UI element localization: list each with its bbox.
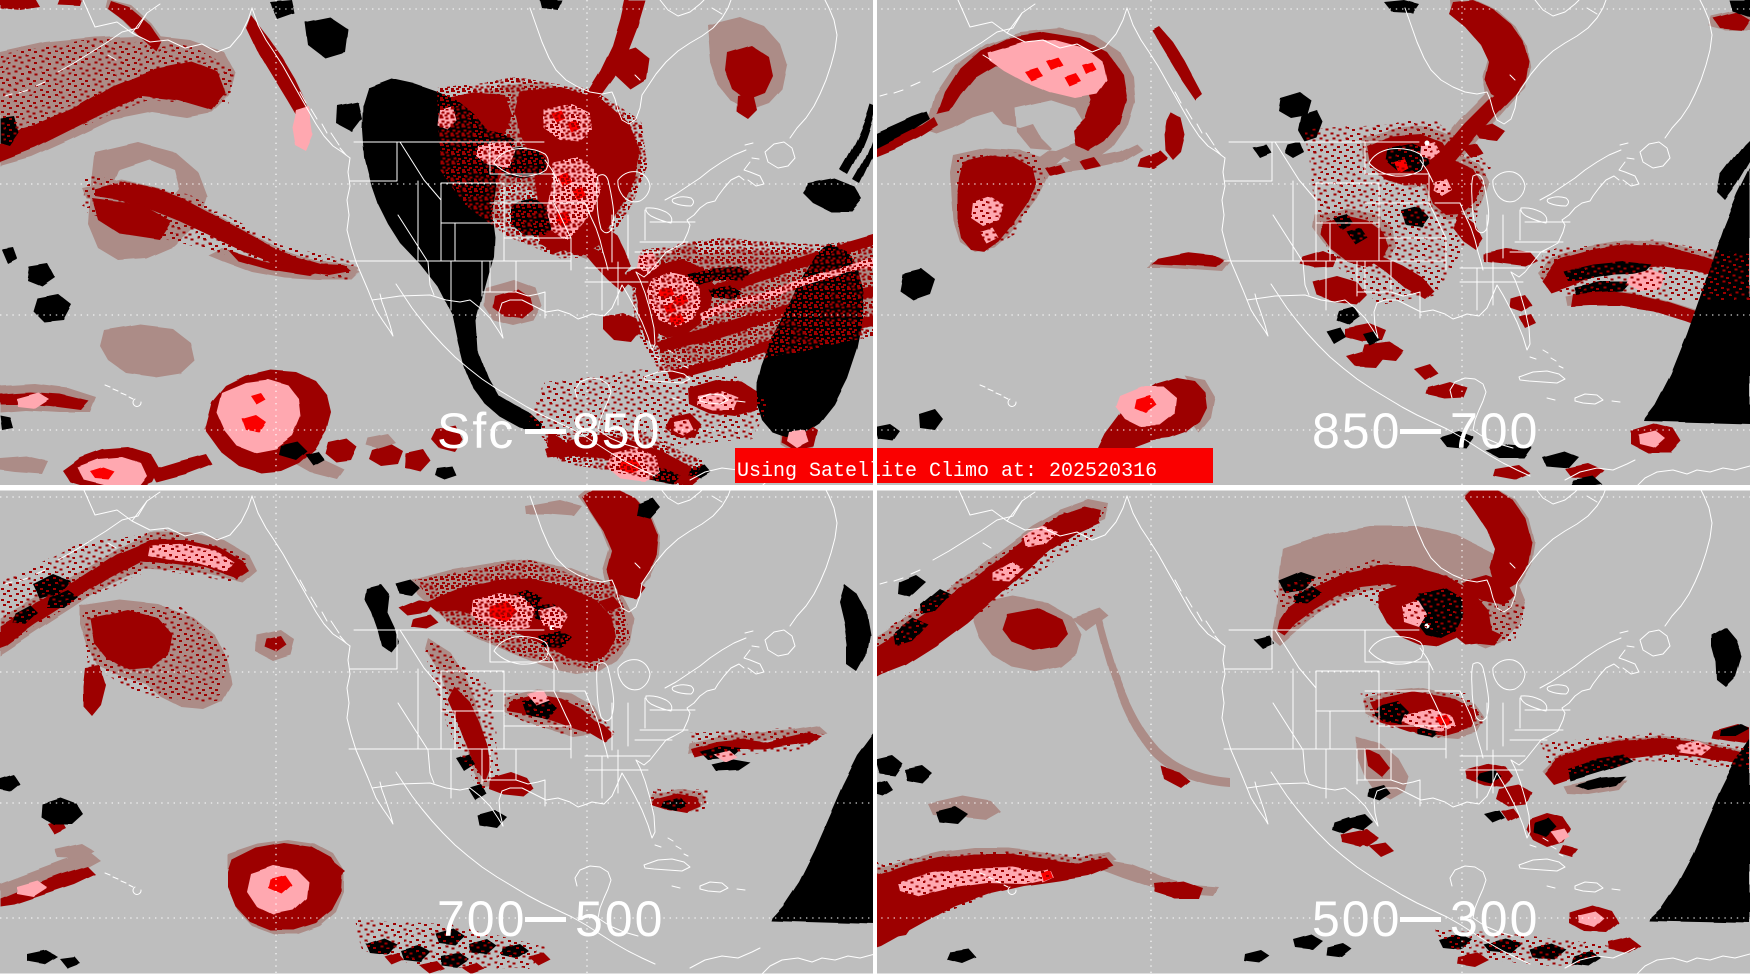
svg-text:700: 700: [1450, 403, 1539, 459]
svg-text:850: 850: [1312, 403, 1401, 459]
svg-text:700: 700: [437, 891, 526, 947]
svg-text:Sfc: Sfc: [437, 403, 515, 459]
svg-text:500: 500: [575, 891, 664, 947]
svg-text:500: 500: [1312, 891, 1401, 947]
svg-text:850: 850: [572, 403, 661, 459]
svg-text:300: 300: [1450, 891, 1539, 947]
svg-text:Using Satellite Climo at: 2025: Using Satellite Climo at: 202520316: [737, 460, 1157, 483]
